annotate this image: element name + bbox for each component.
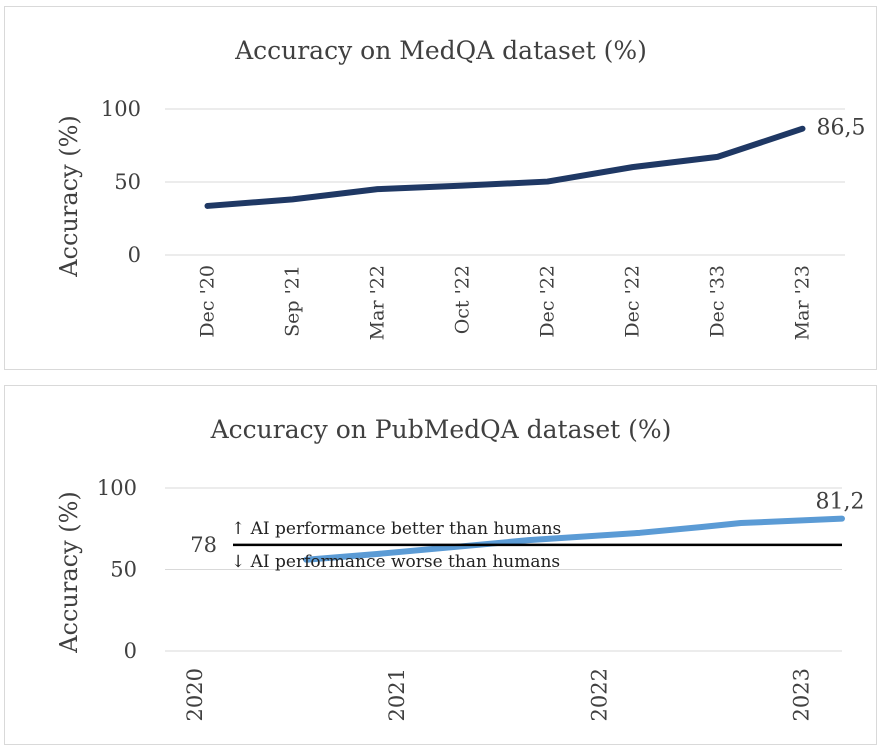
y-axis-label: Accuracy (%) [55, 115, 83, 278]
series-line [303, 515, 845, 563]
x-tick-label: Dec '22 [622, 265, 644, 338]
x-tick-label: Mar '22 [367, 265, 389, 340]
x-tick-label: Mar '23 [792, 265, 814, 340]
y-tick-label: 100 [97, 476, 137, 500]
data-label: 86,5 [817, 116, 866, 141]
data-label: 81,2 [816, 490, 865, 515]
y-axis-label: Accuracy (%) [55, 491, 83, 654]
annotation-below: ↓ AI performance worse than humans [231, 552, 560, 572]
annotation-above: ↑ AI performance better than humans [231, 519, 561, 539]
medqa-chart: Accuracy on MedQA dataset (%) Accuracy (… [55, 36, 866, 340]
y-tick-label: 100 [101, 97, 141, 121]
x-tick-label: Dec '33 [707, 265, 729, 338]
chart-title: Accuracy on MedQA dataset (%) [234, 36, 647, 65]
y-tick-label: 50 [114, 170, 141, 194]
x-tick-label: 2020 [183, 668, 207, 721]
reference-line-label: 78 [190, 533, 217, 557]
x-tick-label: 2022 [587, 668, 611, 721]
y-tick-label: 0 [124, 639, 137, 663]
pubmedqa-chart-panel: Accuracy on PubMedQA dataset (%) Accurac… [4, 385, 877, 745]
x-tick-label: Sep '21 [282, 265, 304, 337]
series-line [204, 125, 806, 209]
x-tick-label: 2021 [385, 668, 409, 721]
pubmedqa-chart: Accuracy on PubMedQA dataset (%) Accurac… [55, 415, 865, 721]
chart-title: Accuracy on PubMedQA dataset (%) [210, 415, 672, 444]
x-tick-label: Oct '22 [452, 265, 474, 334]
medqa-chart-panel: Accuracy on MedQA dataset (%) Accuracy (… [4, 6, 877, 370]
x-tick-label: Dec '22 [537, 265, 559, 338]
x-tick-label: Dec '20 [197, 265, 219, 338]
y-tick-label: 0 [128, 243, 141, 267]
y-tick-label: 50 [110, 558, 137, 582]
x-tick-label: 2023 [790, 668, 814, 721]
